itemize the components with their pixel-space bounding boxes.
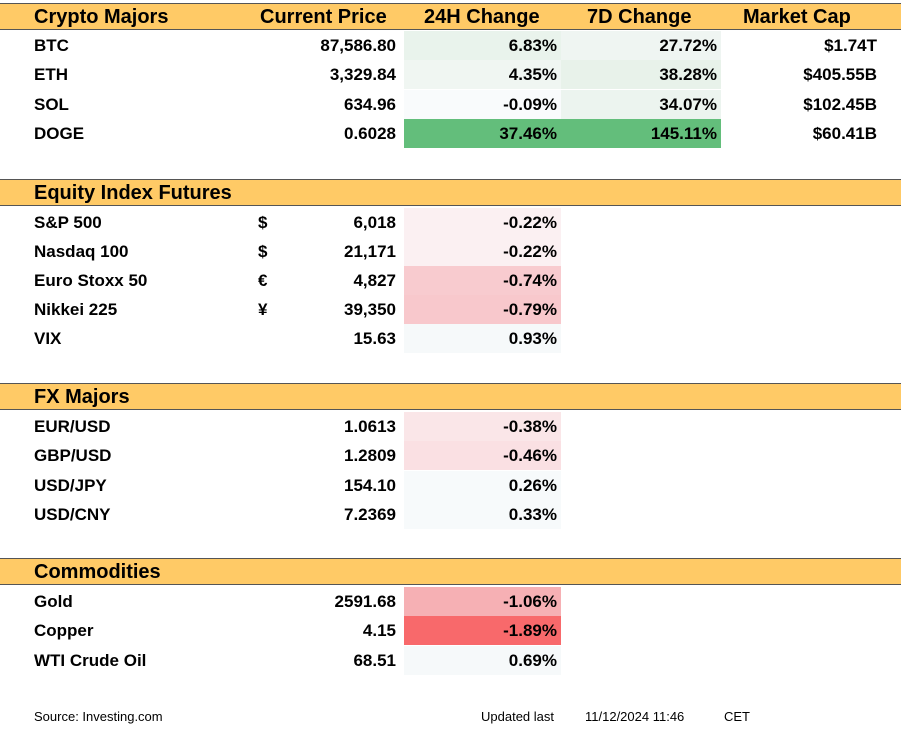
market-cap: $1.74T: [824, 36, 877, 55]
crypto-section-title: Crypto Majors: [34, 6, 169, 28]
current-price: 154.10: [344, 475, 396, 495]
updated-label: Updated last: [481, 709, 554, 724]
current-price: 634.96: [344, 94, 396, 114]
instrument-name: Euro Stoxx 50: [34, 271, 148, 290]
24h-change: 37.46%: [404, 118, 561, 148]
instrument-name: EUR/USD: [34, 417, 111, 436]
timezone-label: CET: [724, 709, 750, 724]
market-cap-header: Market Cap: [743, 6, 851, 28]
crypto-row: SOL 634.96 -0.09% 34.07% $102.45B: [0, 89, 901, 119]
instrument-name: USD/CNY: [34, 504, 111, 524]
instrument-name: Nasdaq 100: [34, 242, 129, 261]
fx-header-row: FX Majors: [0, 383, 901, 410]
24h-change: 0.33%: [404, 499, 561, 529]
instrument-name: SOL: [34, 94, 69, 114]
current-price: 1.2809: [344, 446, 396, 466]
24h-change: -0.22%: [404, 237, 561, 266]
7d-change: 27.72%: [561, 31, 721, 60]
fx-row: EUR/USD 1.0613 -0.38%: [0, 412, 901, 441]
commodities-row: WTI Crude Oil 68.51 0.69%: [0, 645, 901, 675]
current-price: 7.2369: [344, 504, 396, 524]
equity-row: S&P 500 $6,018 -0.22%: [0, 208, 901, 237]
equity-row: Nasdaq 100 $21,171 -0.22%: [0, 237, 901, 266]
24h-change: -0.38%: [404, 412, 561, 441]
7d-change: 34.07%: [561, 89, 721, 119]
current-price: 2591.68: [334, 592, 396, 611]
current-price: 39,350: [344, 300, 396, 319]
instrument-name: Nikkei 225: [34, 300, 118, 319]
updated-timestamp: 11/12/2024 11:46: [585, 709, 685, 724]
instrument-name: BTC: [34, 36, 69, 55]
fx-section-title: FX Majors: [34, 386, 130, 408]
7d-change: 38.28%: [561, 60, 721, 90]
current-price: 4,827: [353, 271, 396, 290]
7d-change-header: 7D Change: [587, 6, 692, 28]
instrument-name: Gold: [34, 592, 73, 611]
equity-section-title: Equity Index Futures: [34, 182, 232, 204]
current-price: 0.6028: [344, 123, 396, 143]
24h-change: -0.79%: [404, 295, 561, 324]
fx-row: USD/JPY 154.10 0.26%: [0, 470, 901, 500]
currency-symbol: $: [258, 213, 268, 232]
current-price: 3,329.84: [329, 65, 396, 85]
instrument-name: VIX: [34, 329, 62, 348]
fx-row: GBP/USD 1.2809 -0.46%: [0, 441, 901, 471]
instrument-name: USD/JPY: [34, 475, 107, 495]
current-price-header: Current Price: [260, 6, 387, 28]
commodities-section-title: Commodities: [34, 561, 161, 583]
crypto-row: BTC 87,586.80 6.83% 27.72% $1.74T: [0, 31, 901, 60]
instrument-name: Copper: [34, 621, 94, 641]
equity-row: Euro Stoxx 50 €4,827 -0.74%: [0, 266, 901, 295]
crypto-row: DOGE 0.6028 37.46% 145.11% $60.41B: [0, 118, 901, 148]
market-cap: $102.45B: [803, 94, 877, 114]
24h-change: -1.89%: [404, 616, 561, 646]
crypto-header-row: Crypto Majors Current Price 24H Change 7…: [0, 3, 901, 30]
24h-change-header: 24H Change: [424, 6, 540, 28]
24h-change: 4.35%: [404, 60, 561, 90]
equity-row: Nikkei 225 ¥39,350 -0.79%: [0, 295, 901, 324]
equity-header-row: Equity Index Futures: [0, 179, 901, 206]
instrument-name: ETH: [34, 65, 68, 85]
24h-change: -0.22%: [404, 208, 561, 237]
currency-symbol: $: [258, 242, 268, 261]
equity-row: VIX 15.63 0.93%: [0, 324, 901, 353]
current-price: 21,171: [344, 242, 396, 261]
current-price: 4.15: [362, 621, 396, 641]
24h-change: 6.83%: [404, 31, 561, 60]
24h-change: -1.06%: [404, 587, 561, 616]
instrument-name: WTI Crude Oil: [34, 650, 147, 670]
current-price: 6,018: [353, 213, 396, 232]
current-price: 87,586.80: [320, 36, 396, 55]
commodities-row: Gold 2591.68 -1.06%: [0, 587, 901, 616]
24h-change: -0.74%: [404, 266, 561, 295]
current-price: 68.51: [353, 650, 396, 670]
instrument-name: S&P 500: [34, 213, 102, 232]
7d-change: 145.11%: [561, 118, 721, 148]
market-cap: $405.55B: [803, 65, 877, 85]
market-cap: $60.41B: [812, 123, 877, 143]
commodities-header-row: Commodities: [0, 558, 901, 585]
currency-symbol: €: [258, 271, 268, 290]
24h-change: 0.93%: [404, 324, 561, 353]
current-price: 1.0613: [344, 417, 396, 436]
current-price: 15.63: [353, 329, 396, 348]
24h-change: -0.46%: [404, 441, 561, 471]
24h-change: -0.09%: [404, 89, 561, 119]
24h-change: 0.69%: [404, 645, 561, 675]
fx-row: USD/CNY 7.2369 0.33%: [0, 499, 901, 529]
crypto-row: ETH 3,329.84 4.35% 38.28% $405.55B: [0, 60, 901, 90]
commodities-row: Copper 4.15 -1.89%: [0, 616, 901, 646]
source-note: Source: Investing.com: [34, 709, 163, 724]
currency-symbol: ¥: [258, 300, 268, 319]
instrument-name: DOGE: [34, 123, 85, 143]
instrument-name: GBP/USD: [34, 446, 112, 466]
24h-change: 0.26%: [404, 470, 561, 500]
